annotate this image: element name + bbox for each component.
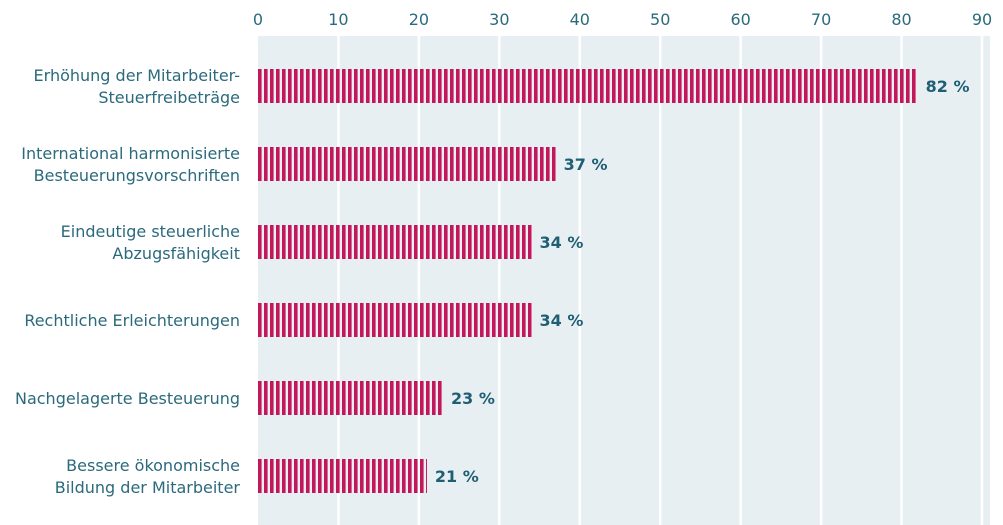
category-label: Bessere ökonomische xyxy=(66,456,240,475)
bar xyxy=(258,459,427,493)
x-tick-label: 0 xyxy=(253,10,263,29)
value-labels: 82 % 37 % 34 % 34 % 23 % 21 % xyxy=(435,77,970,486)
data-label: 21 % xyxy=(435,467,479,486)
x-axis-ticks: 0 10 20 30 40 50 60 70 80 90 xyxy=(253,10,992,29)
category-label: International harmonisierte xyxy=(21,144,240,163)
category-label: Besteuerungsvorschriften xyxy=(34,166,240,185)
data-label: 34 % xyxy=(540,311,584,330)
category-label: Steuerfreibeträge xyxy=(98,88,240,107)
bar xyxy=(258,381,444,415)
x-tick-label: 30 xyxy=(489,10,509,29)
category-label: Nachgelagerte Besteuerung xyxy=(15,389,240,408)
plot-background xyxy=(258,36,990,525)
data-label: 23 % xyxy=(451,389,495,408)
bar xyxy=(258,225,532,259)
gridlines xyxy=(337,36,984,525)
x-tick-label: 10 xyxy=(328,10,348,29)
x-tick-label: 40 xyxy=(570,10,590,29)
x-tick-label: 90 xyxy=(972,10,992,29)
category-label: Erhöhung der Mitarbeiter- xyxy=(34,66,240,85)
bar xyxy=(258,69,918,103)
data-label: 82 % xyxy=(926,77,970,96)
x-tick-label: 50 xyxy=(650,10,670,29)
bar xyxy=(258,147,556,181)
category-label: Rechtliche Erleichterungen xyxy=(24,311,240,330)
category-label: Eindeutige steuerliche xyxy=(61,222,240,241)
x-tick-label: 70 xyxy=(811,10,831,29)
bars xyxy=(258,69,918,493)
category-labels: Erhöhung der Mitarbeiter- Steuerfreibeträ… xyxy=(15,66,240,497)
x-tick-label: 60 xyxy=(730,10,750,29)
bar xyxy=(258,303,532,337)
category-label: Bildung der Mitarbeiter xyxy=(55,478,241,497)
category-label: Abzugsfähigkeit xyxy=(112,244,240,263)
x-tick-label: 80 xyxy=(891,10,911,29)
data-label: 37 % xyxy=(564,155,608,174)
data-label: 34 % xyxy=(540,233,584,252)
x-tick-label: 20 xyxy=(409,10,429,29)
